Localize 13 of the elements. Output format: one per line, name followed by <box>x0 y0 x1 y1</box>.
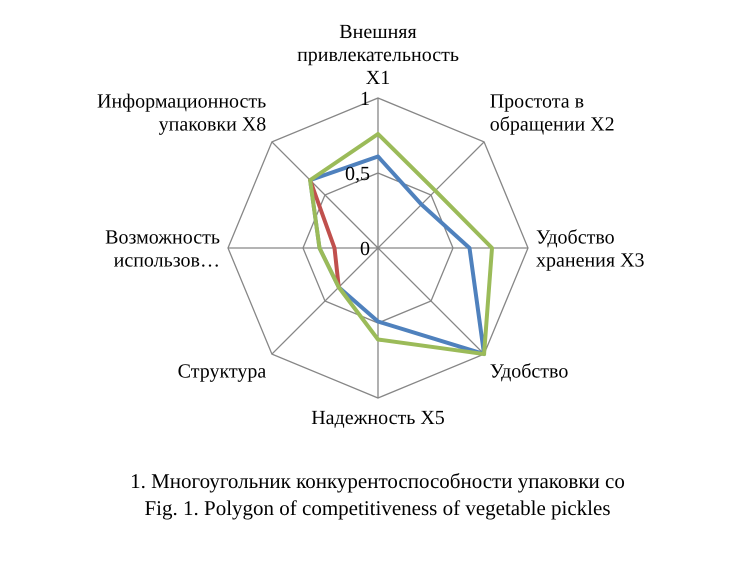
spoke-label: Простота в обращении X2 <box>490 90 615 136</box>
spoke-label: Возможность использов… <box>105 226 220 272</box>
spoke-label: Удобство хранения X3 <box>536 226 645 272</box>
spoke-label: Структура <box>178 360 266 383</box>
spoke-label: Информационность упаковки X8 <box>97 90 266 136</box>
caption: Fig. 1. Polygon of competitiveness of vegetable pickles <box>144 495 612 522</box>
y-tick-label: 1 <box>360 88 370 110</box>
spoke-label: Внешняя привлекательность X1 <box>297 21 459 89</box>
spoke-label: Удобство <box>490 360 568 383</box>
y-tick-label: 0 <box>360 238 370 260</box>
text: 1. Многоугольник конкурентоспособности упаковки со <box>129 468 626 495</box>
y-tick-label: 0,5 <box>345 163 370 185</box>
spoke-label: Надежность X5 <box>311 407 445 429</box>
